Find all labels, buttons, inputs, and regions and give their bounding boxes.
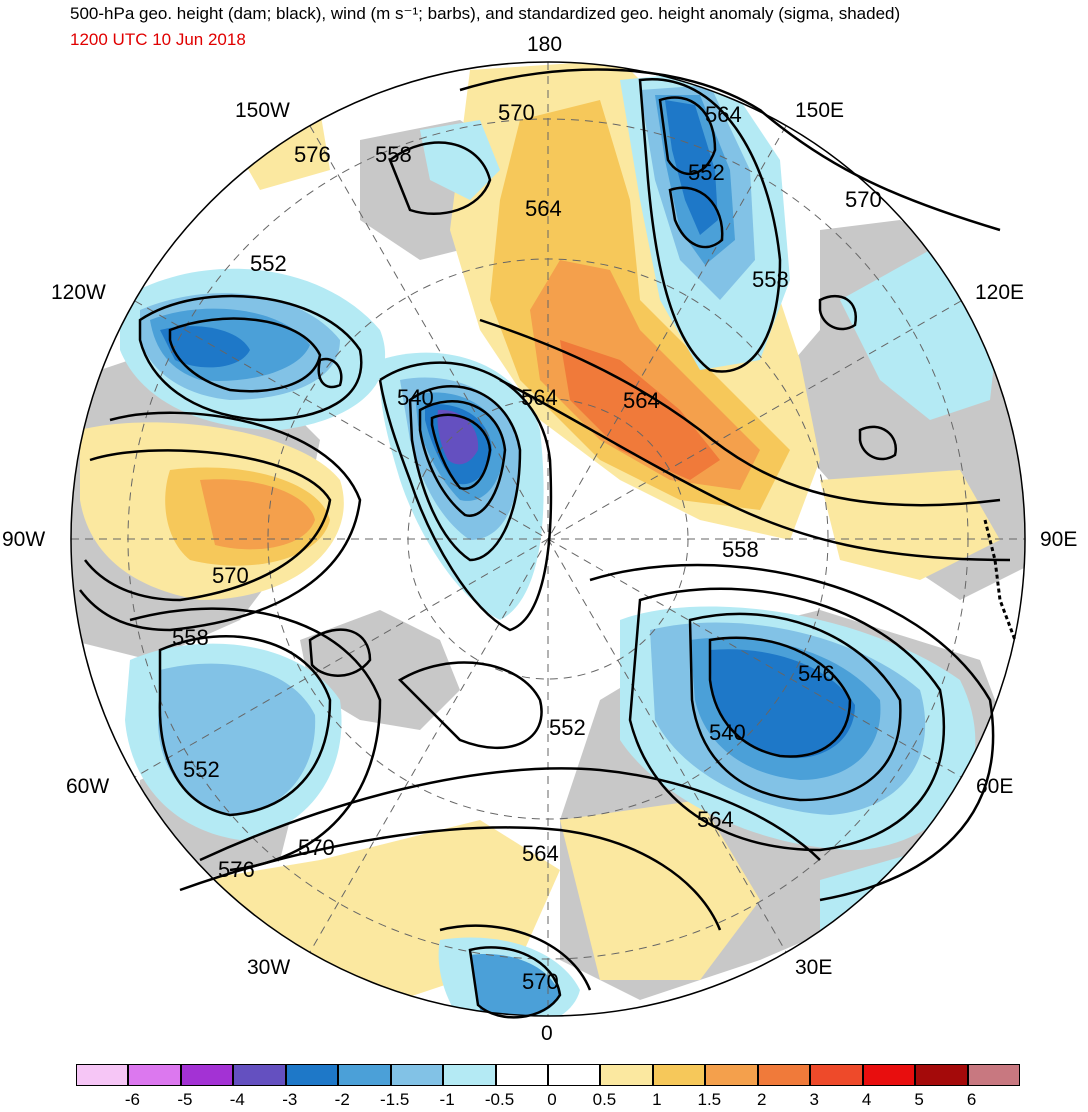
lon-label-120w: 120W: [51, 281, 106, 304]
legend-swatch: [180, 1064, 234, 1086]
legend-tick-label: -0.5: [484, 1090, 515, 1109]
legend-swatch: [495, 1064, 548, 1086]
contour-label: 570: [522, 969, 559, 994]
contour-label: 540: [709, 720, 746, 745]
valid-time: 1200 UTC 10 Jun 2018: [70, 30, 246, 49]
legend-swatch: [76, 1064, 129, 1086]
lon-label-150e: 150E: [795, 99, 844, 122]
legend-tick-label: 4: [861, 1090, 872, 1109]
contour-label: 564: [521, 385, 558, 410]
legend-swatch: [652, 1064, 706, 1086]
lon-label-60w: 60W: [66, 775, 109, 798]
contour-label: 564: [705, 102, 742, 127]
contour-label: 558: [752, 267, 789, 292]
legend-swatch: [705, 1064, 758, 1086]
color-legend: -6 -5 -4 -3 -2 -1.5 -1 -0.5 0 0.5 1 1.5 2 3 4 5 6: [0, 1060, 1088, 1112]
contour-label: 540: [397, 385, 434, 410]
map-boundary: [70, 61, 1026, 1017]
legend-swatch: [443, 1064, 496, 1086]
lon-label-30e: 30E: [795, 956, 832, 979]
contour-label: 570: [498, 100, 535, 125]
legend-swatch: [600, 1064, 653, 1086]
contour-label: 564: [697, 807, 734, 832]
legend-tick-label: -6: [124, 1090, 140, 1109]
lon-label-90e: 90E: [1040, 528, 1077, 551]
contour-label: 570: [298, 835, 335, 860]
longitude-labels: 180 150W 150E 120W 120E 90W 90E 60W 60E …: [2, 33, 1077, 1045]
contour-label: 558: [722, 537, 759, 562]
contour-label: 558: [375, 142, 412, 167]
contour-label: 570: [212, 563, 249, 588]
contour-label: 564: [623, 388, 660, 413]
legend-tick-label: 6: [966, 1090, 977, 1109]
legend-tick-label: 5: [914, 1090, 924, 1109]
contour-label: 552: [183, 757, 220, 782]
lon-label-0: 0: [541, 1022, 553, 1045]
legend-swatch: [390, 1064, 444, 1086]
contour-label: 558: [172, 625, 209, 650]
legend-swatch: [338, 1064, 391, 1086]
legend-swatch: [548, 1064, 601, 1086]
legend-tick-label: -2: [334, 1090, 350, 1109]
graticule: [71, 62, 1025, 1016]
legend-swatch: [285, 1064, 339, 1086]
legend-tick-label: 3: [809, 1090, 819, 1109]
contour-label: 564: [522, 841, 559, 866]
legend-tick-label: -4: [229, 1090, 245, 1109]
legend-swatch: [233, 1064, 286, 1086]
legend-tick-label: 1: [652, 1090, 662, 1109]
map-title: 500-hPa geo. height (dam; black), wind (…: [70, 4, 901, 23]
legend-tick-label: 1.5: [697, 1090, 722, 1109]
contour-label: 546: [798, 661, 835, 686]
legend-tick-label: -5: [177, 1090, 193, 1109]
legend-tick-label: 0: [547, 1090, 557, 1109]
lon-label-90w: 90W: [2, 528, 45, 551]
legend-tick-label: -1.5: [380, 1090, 410, 1109]
lon-label-150w: 150W: [235, 99, 290, 122]
lon-label-30w: 30W: [247, 956, 290, 979]
legend-swatch: [862, 1064, 916, 1086]
contour-label: 576: [218, 857, 255, 882]
legend-swatch: [757, 1064, 811, 1086]
height-contours: [79, 68, 1011, 1019]
legend-swatch: [915, 1064, 968, 1086]
lon-label-60e: 60E: [976, 775, 1013, 798]
legend-swatch: [128, 1064, 181, 1086]
legend-swatch: [810, 1064, 863, 1086]
legend-tick-label: 2: [757, 1090, 767, 1109]
polar-stereographic-map: 570 564 576 558 564 552 570 552 558 540 …: [2, 33, 1077, 1045]
legend-tick-label: 0.5: [592, 1090, 617, 1109]
contour-label: 576: [294, 142, 331, 167]
legend-tick-label: -3: [282, 1090, 298, 1109]
contour-labels: 570 564 576 558 564 552 570 552 558 540 …: [172, 100, 882, 994]
contour-label: 564: [525, 196, 562, 221]
legend-tick-label: -1: [439, 1090, 455, 1109]
legend-swatch: [967, 1064, 1020, 1086]
contour-label: 552: [549, 715, 586, 740]
lon-label-180: 180: [527, 33, 562, 56]
contour-label: 552: [688, 160, 725, 185]
contour-label: 570: [845, 187, 882, 212]
lon-label-120e: 120E: [975, 281, 1024, 304]
contour-label: 552: [250, 251, 287, 276]
